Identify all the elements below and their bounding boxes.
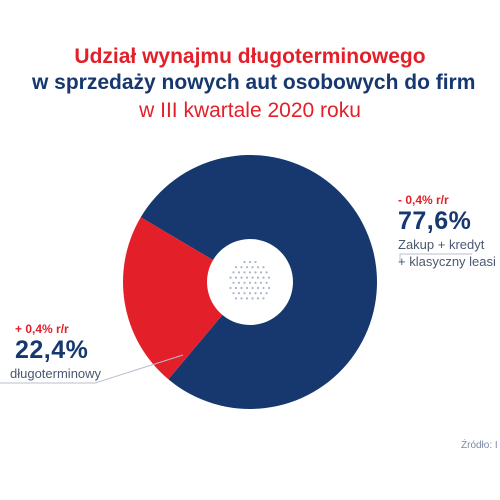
decor-dot <box>262 286 265 290</box>
decor-dot <box>256 276 260 279</box>
decor-dot <box>259 292 263 295</box>
decor-dot <box>243 281 246 284</box>
decor-dot <box>248 271 252 274</box>
decor-dot <box>254 292 257 295</box>
left-desc: długoterminowy <box>10 366 102 381</box>
decor-dot <box>262 297 265 300</box>
center-dot-pattern <box>229 260 271 300</box>
decor-dot <box>240 286 243 290</box>
decor-dot <box>229 286 232 290</box>
decor-dot <box>259 271 263 274</box>
decor-dot <box>248 281 252 284</box>
left-leader-line <box>0 354 184 384</box>
decor-dot <box>265 292 268 295</box>
chart-subtitle: w III kwartale 2020 roku <box>139 99 361 122</box>
decor-dot <box>262 276 265 279</box>
decor-dot <box>245 297 249 300</box>
decor-dot <box>254 281 257 284</box>
decor-dot <box>243 271 246 274</box>
decor-dot <box>234 286 238 290</box>
decor-dot <box>240 276 243 279</box>
decor-dot <box>251 286 254 290</box>
left-value: 22,4% <box>15 336 89 364</box>
left-change: + 0,4% r/r <box>15 322 69 336</box>
decor-dot <box>245 286 249 290</box>
decor-dot <box>232 271 235 274</box>
decor-dot <box>232 281 235 284</box>
decor-dot <box>237 271 241 274</box>
right-slice-label: - 0,4% r/r 77,6% Zakup + kredyt + klasyc… <box>398 193 496 270</box>
decor-dot <box>256 266 260 269</box>
decor-dot <box>265 271 268 274</box>
decor-dot <box>245 276 249 279</box>
decor-dot <box>245 266 249 269</box>
decor-dot <box>251 266 254 269</box>
source-note: Źródło: I <box>461 440 498 451</box>
decor-dot <box>259 281 263 284</box>
decor-dot <box>248 292 252 295</box>
decor-dot <box>251 297 254 300</box>
decor-dot <box>254 271 257 274</box>
decor-dot <box>251 276 254 279</box>
decor-dot <box>240 266 243 269</box>
decor-dot <box>254 260 257 264</box>
decor-dot <box>262 266 265 269</box>
decor-dot <box>229 276 232 279</box>
right-leader-line <box>399 253 472 262</box>
decor-dot <box>243 292 246 295</box>
title-line-1: Udział wynajmu długoterminowego <box>74 45 426 68</box>
decor-dot <box>267 286 271 290</box>
decor-dot <box>248 260 252 264</box>
decor-dot <box>237 281 241 284</box>
title-line-2: w sprzedaży nowych aut osobowych do firm <box>32 71 476 94</box>
decor-dot <box>265 281 268 284</box>
decor-dot <box>234 297 238 300</box>
decor-dot <box>234 276 238 279</box>
decor-dot <box>240 297 243 300</box>
right-change: - 0,4% r/r <box>398 193 449 207</box>
decor-dot <box>256 297 260 300</box>
decor-dot <box>267 276 271 279</box>
chart-title: Udział wynajmu długoterminowego w sprzed… <box>0 44 500 94</box>
left-slice-label: + 0,4% r/r 22,4% długoterminowy <box>10 322 101 382</box>
decor-dot <box>256 286 260 290</box>
decor-dot <box>243 260 246 264</box>
right-desc-2: + klasyczny leasi <box>398 254 496 269</box>
right-value: 77,6% <box>398 207 472 235</box>
decor-dot <box>237 292 241 295</box>
slice-wynajem-dlugoterminowy <box>123 217 250 380</box>
right-desc-1: Zakup + kredyt <box>398 237 485 252</box>
decor-dot <box>234 266 238 269</box>
decor-dot <box>232 292 235 295</box>
